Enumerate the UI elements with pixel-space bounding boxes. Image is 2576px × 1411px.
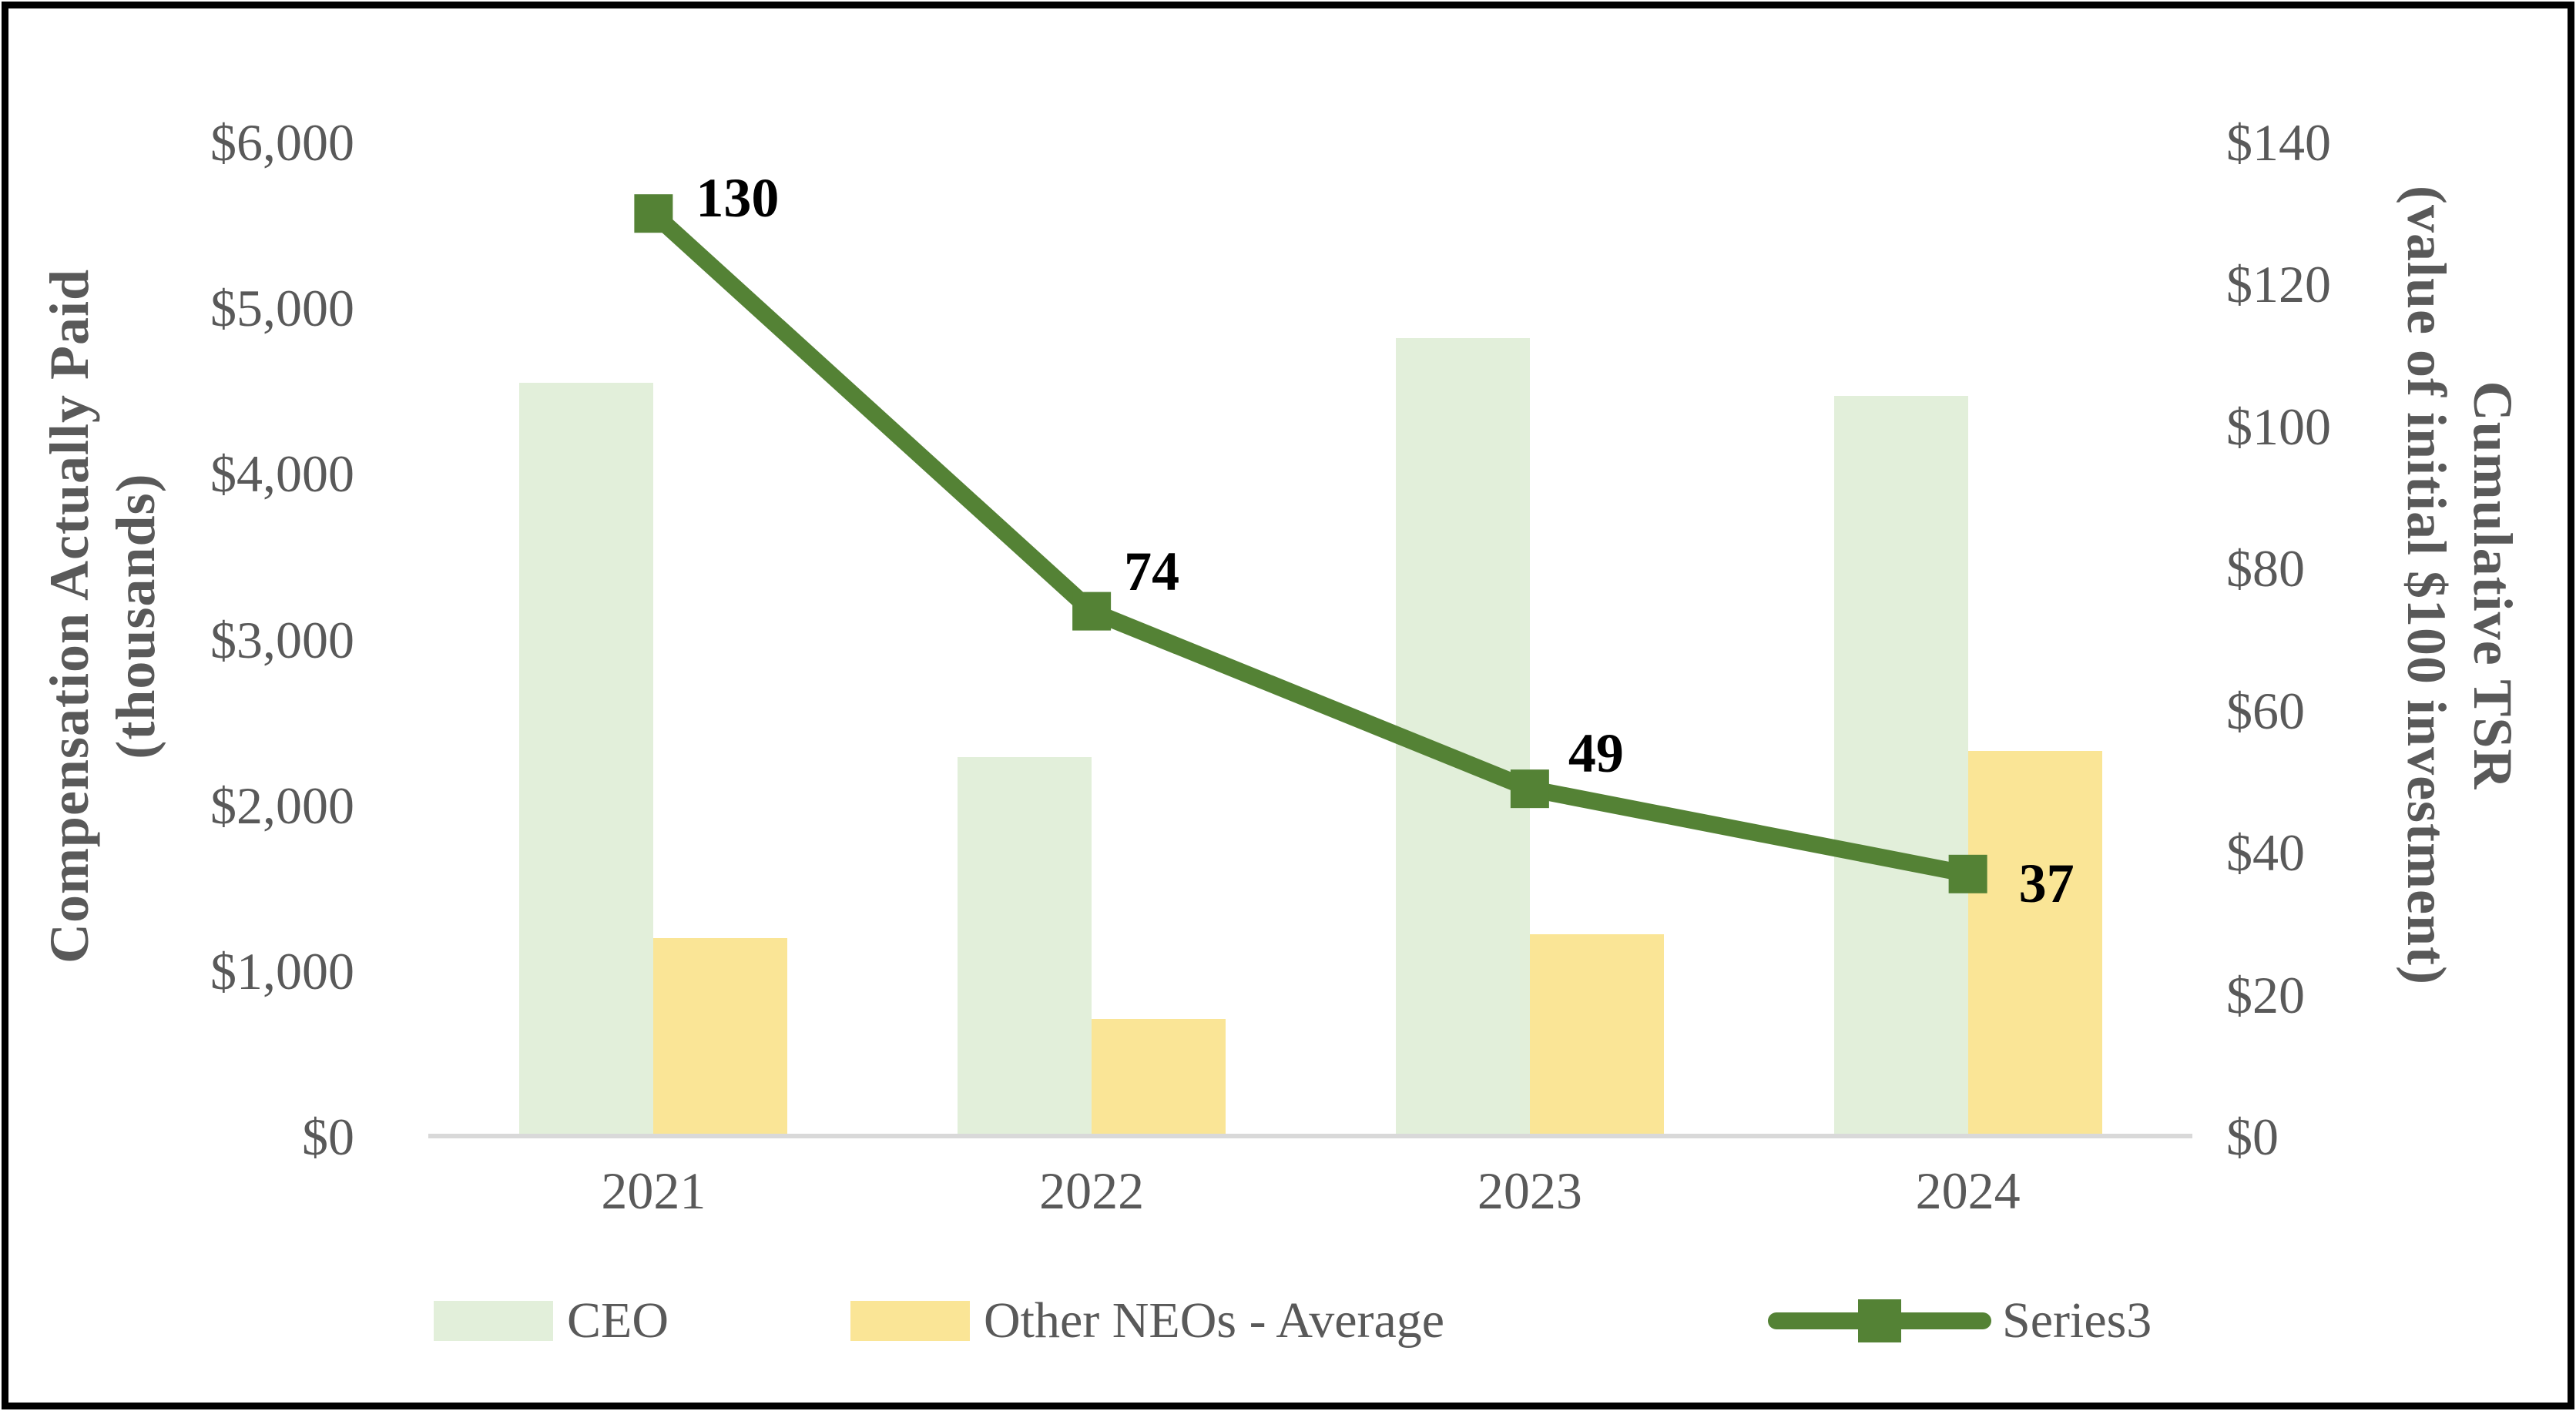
legend-label-ceo: CEO [567,1292,669,1349]
x-axis-label-2023: 2023 [1477,1161,1582,1220]
tsr-data-label-2024: 37 [2018,852,2075,914]
x-axis-label-2021: 2021 [601,1161,706,1220]
legend-item-ceo: CEO [434,1281,669,1361]
legend-label-series3: Series3 [2002,1292,2152,1349]
right-axis-tick-label: $140 [2226,113,2331,172]
legend-swatch-ceo [434,1301,553,1341]
left-axis-tick-label: $4,000 [210,444,354,504]
tsr-marker-2021 [634,194,673,233]
right-axis-tick-label: $60 [2226,681,2305,740]
legend-label-other-neos: Other NEOs - Average [984,1292,1445,1349]
left-axis-tick-label: $0 [302,1108,354,1166]
right-axis-tick-label: $120 [2226,255,2331,314]
legend-item-series3: Series3 [1768,1281,2152,1361]
tsr-data-label-2021: 130 [696,167,780,230]
bar-ceo-2024 [1833,396,1968,1137]
legend-swatch-other-neos [850,1301,970,1341]
bar-other-neos-2021 [653,937,788,1137]
tsr-marker-2024 [1948,854,1987,893]
tsr-data-label-2023: 49 [1568,722,1624,785]
left-axis-tick-label: $2,000 [210,776,354,835]
right-axis-tick-label: $0 [2226,1108,2279,1166]
legend-line-marker-icon [1858,1299,1901,1342]
tsr-polyline [647,207,1970,883]
left-axis-tick-label: $5,000 [210,279,354,338]
bar-other-neos-2022 [1092,1019,1226,1137]
x-axis-label-2024: 2024 [1915,1161,2021,1220]
bar-other-neos-2023 [1529,934,1664,1137]
right-axis-tick-label: $100 [2226,397,2331,456]
bar-other-neos-2024 [1967,750,2102,1137]
tsr-data-label-2022: 74 [1124,540,1180,602]
tsr-marker-2022 [1072,592,1112,631]
x-axis-label-2022: 2022 [1039,1161,1145,1220]
legend-line-sample [1768,1299,1991,1342]
bar-ceo-2022 [958,757,1092,1137]
right-axis-tick-label: $80 [2226,539,2305,598]
left-axis-tick-label: $6,000 [210,113,354,172]
x-axis-line [428,1134,2192,1138]
bar-ceo-2021 [519,382,654,1137]
legend-item-other-neos: Other NEOs - Average [850,1281,1444,1361]
right-axis-tick-label: $40 [2226,823,2305,883]
left-axis-tick-label: $1,000 [210,941,354,1000]
tsr-marker-2023 [1510,769,1549,809]
right-axis-tick-label: $20 [2226,965,2305,1024]
left-axis-tick-label: $3,000 [210,610,354,669]
